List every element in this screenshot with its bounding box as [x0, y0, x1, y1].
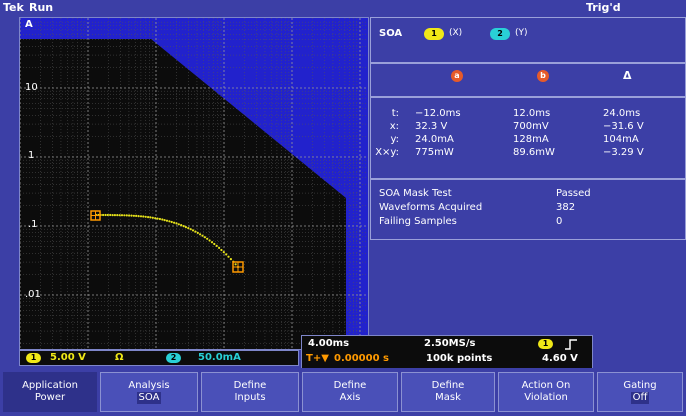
ch2-badge[interactable]: 2 [166, 353, 181, 363]
trigger-channel-badge: 1 [538, 339, 553, 349]
y-delta-value: 104mA [603, 134, 639, 145]
ch1-scale: 5.00 V [50, 352, 86, 363]
row-label-x: x: [389, 121, 399, 132]
x-b-value: 700mV [513, 121, 549, 132]
soa-results-panel: SOA 1 (X) 2 (Y) a b Δ t: −12.0ms 12.0ms … [370, 17, 686, 240]
y-tick-label: .1 [28, 219, 38, 230]
trigger-level: 4.60 V [542, 353, 578, 364]
waveforms-acquired-label: Waveforms Acquired [379, 202, 483, 213]
cursor-b-marker[interactable] [232, 261, 244, 273]
soa-plot[interactable]: A 10 1 .1 .01 [19, 17, 369, 350]
menu-action-on-violation[interactable]: Action On Violation [498, 372, 594, 412]
row-label-y: y: [390, 134, 399, 145]
timebase-readout[interactable]: 4.00ms 2.50MS/s 1 T+▼ 0.00000 s 100k poi… [301, 335, 593, 369]
menu-define-axis[interactable]: Define Axis [302, 372, 398, 412]
status-bar: Tek Run Trig'd [0, 0, 686, 16]
run-state: Run [29, 1, 54, 14]
x-a-value: 32.3 V [415, 121, 448, 132]
waveforms-acquired-value: 382 [556, 202, 576, 213]
divider [371, 62, 685, 64]
trigger-state: Trig'd [586, 1, 621, 14]
x-channel-label: (X) [449, 28, 463, 38]
cursor-b-header: b [537, 70, 549, 82]
mask-test-value: Passed [556, 188, 591, 199]
y-tick-label: 1 [28, 150, 35, 161]
y-tick-label: 10 [25, 82, 38, 93]
y-tick-label: .01 [25, 289, 41, 300]
t-delta-value: 24.0ms [603, 108, 641, 119]
bottom-menu: Application Power Analysis SOA Define In… [0, 368, 686, 416]
x-delta-value: −31.6 V [603, 121, 644, 132]
t-b-value: 12.0ms [513, 108, 551, 119]
cursor-a-header: a [451, 70, 463, 82]
soa-mask-top [20, 18, 368, 39]
channel-a-label: A [25, 19, 33, 30]
xy-delta-value: −3.29 V [603, 147, 644, 158]
xy-a-value: 775mW [415, 147, 454, 158]
y-b-value: 128mA [513, 134, 549, 145]
channel-scale-bar[interactable]: 1 5.00 V Ω 2 50.0mA [19, 350, 299, 366]
sample-rate: 2.50MS/s [424, 338, 476, 349]
rising-edge-icon [565, 339, 577, 350]
row-label-xy: X×y: [375, 147, 399, 158]
soa-title: SOA [379, 28, 403, 39]
soa-mask-region [151, 39, 368, 349]
cursor-a-marker[interactable] [90, 210, 101, 221]
delta-header: Δ [623, 69, 632, 82]
y-a-value: 24.0mA [415, 134, 454, 145]
divider [371, 96, 685, 98]
ch2-scale: 50.0mA [198, 352, 241, 363]
ohm-icon: Ω [115, 352, 124, 363]
xy-b-value: 89.6mW [513, 147, 555, 158]
failing-samples-label: Failing Samples [379, 216, 457, 227]
horizontal-position-icon: T+▼ [306, 353, 329, 364]
y-channel-badge: 2 [490, 28, 510, 40]
plot-grid [20, 18, 368, 349]
record-length: 100k points [426, 353, 493, 364]
failing-samples-value: 0 [556, 216, 563, 227]
horizontal-position: 0.00000 s [334, 353, 389, 364]
menu-define-mask[interactable]: Define Mask [401, 372, 495, 412]
ch1-badge[interactable]: 1 [26, 353, 41, 363]
divider [371, 178, 685, 180]
soa-plot-svg [20, 18, 368, 349]
t-a-value: −12.0ms [415, 108, 461, 119]
menu-analysis-soa[interactable]: Analysis SOA [100, 372, 198, 412]
y-channel-label: (Y) [515, 28, 528, 38]
horizontal-scale: 4.00ms [308, 338, 350, 349]
mask-test-label: SOA Mask Test [379, 188, 452, 199]
row-label-t: t: [391, 108, 399, 119]
x-channel-badge: 1 [424, 28, 444, 40]
menu-application-power[interactable]: Application Power [3, 372, 97, 412]
menu-define-inputs[interactable]: Define Inputs [201, 372, 299, 412]
menu-gating[interactable]: Gating Off [597, 372, 683, 412]
brand-logo: Tek [3, 1, 24, 14]
